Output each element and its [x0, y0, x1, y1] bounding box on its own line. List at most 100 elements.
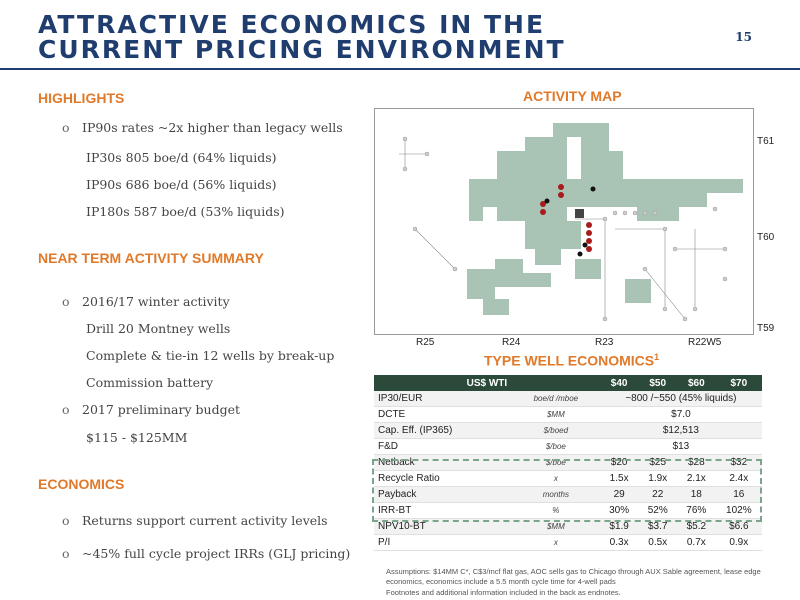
cell: $5.2: [677, 518, 716, 535]
table-row: F&D $/boe $13: [374, 438, 762, 455]
township-label-t61: T61: [757, 136, 775, 147]
row-label: NPV10-BT: [374, 518, 512, 535]
table-header-row: US$ WTI $40 $50 $60 $70: [374, 375, 762, 391]
range-label-r23: R23: [595, 337, 614, 348]
cell: 0.5x: [638, 534, 678, 551]
row-label: DCTE: [374, 406, 512, 423]
economics-bullet-2: o ~45% full cycle project IRRs (GLJ prici…: [62, 546, 350, 561]
table-row: DCTE $MM $7.0: [374, 406, 762, 423]
land-parcels: [467, 123, 743, 315]
activity-map: [374, 108, 754, 335]
row-unit: x: [511, 470, 600, 487]
row-label: Netback: [374, 454, 512, 471]
row-unit: $MM: [511, 518, 600, 535]
header-price-70: $70: [715, 375, 762, 391]
row-label: Payback: [374, 486, 512, 503]
row-label: IRR-BT: [374, 502, 512, 519]
cell: $1.9: [599, 518, 639, 535]
row-label: Cap. Eff. (IP365): [374, 422, 512, 439]
table-row: IRR-BT% 30% 52% 76% 102%: [374, 502, 762, 519]
highlights-sub-3: IP180s 587 boe/d (53% liquids): [86, 204, 285, 219]
battery-facility: [575, 209, 584, 218]
bullet-text: ~45% full cycle project IRRs (GLJ pricin…: [82, 546, 351, 561]
bullet-text: IP90s rates ~2x higher than legacy wells: [82, 120, 343, 135]
row-unit: months: [511, 486, 600, 503]
cell: 29: [599, 486, 639, 503]
township-label-t60: T60: [757, 232, 775, 243]
activity-map-graphic: [399, 123, 743, 322]
footnote-assumptions: Assumptions: $14MM C*, C$3/mcf flat gas,…: [386, 567, 761, 586]
bullet-text: Returns support current activity levels: [82, 513, 328, 528]
near-term-sub-1: Drill 20 Montney wells: [86, 321, 231, 336]
activity-map-heading: ACTIVITY MAP: [523, 88, 622, 104]
row-unit: $/boed: [511, 422, 600, 439]
near-term-bullet-2: o 2017 preliminary budget: [62, 402, 240, 417]
cell: $20: [599, 454, 639, 471]
table-row: Payback months 29 22 18 16: [374, 486, 762, 503]
cell: $32: [715, 454, 762, 471]
footnote-endnotes: Footnotes and additional information inc…: [386, 588, 621, 597]
cell: 0.3x: [599, 534, 639, 551]
cell: 0.7x: [677, 534, 716, 551]
range-label-r25: R25: [416, 337, 435, 348]
cell: 30%: [599, 502, 639, 519]
cell: 2.4x: [715, 470, 762, 487]
header-price-40: $40: [599, 375, 639, 391]
page-title: ATTRACTIVE ECONOMICS IN THE CURRENT PRIC…: [38, 10, 566, 64]
row-value: ~800 /~550 (45% liquids): [599, 391, 762, 407]
table-row: Netback $/boe $20 $25 $28 $32: [374, 454, 762, 471]
bullet-circle-icon: o: [62, 402, 70, 417]
cell: 0.9x: [715, 534, 762, 551]
bullet-text: 2017 preliminary budget: [82, 402, 240, 417]
near-term-sub-3: Commission battery: [86, 375, 214, 390]
table-row: Cap. Eff. (IP365) $/boed $12,513: [374, 422, 762, 439]
cell: $3.7: [638, 518, 678, 535]
row-unit: %: [511, 502, 600, 519]
near-term-heading: NEAR TERM ACTIVITY SUMMARY: [38, 250, 264, 266]
near-term-sub-2: Complete & tie-in 12 wells by break-up: [86, 348, 335, 363]
cell: 76%: [677, 502, 716, 519]
cell: 1.9x: [638, 470, 678, 487]
highlights-sub-1: IP30s 805 boe/d (64% liquids): [86, 150, 277, 165]
table-row: Recycle Ratio x 1.5x 1.9x 2.1x 2.4x: [374, 470, 762, 487]
type-well-heading: TYPE WELL ECONOMICS1: [484, 352, 659, 369]
title-divider: [0, 68, 800, 70]
cell: 52%: [638, 502, 678, 519]
header-price-50: $50: [638, 375, 678, 391]
row-label: P/I: [374, 534, 512, 551]
range-label-r24: R24: [502, 337, 521, 348]
table-row: NPV10-BT $MM $1.9 $3.7 $5.2 $6.6: [374, 518, 762, 535]
bullet-text: 2016/17 winter activity: [82, 294, 230, 309]
near-term-budget: $115 - $125MM: [86, 430, 188, 445]
cell: 16: [715, 486, 762, 503]
bullet-circle-icon: o: [62, 513, 70, 528]
bullet-circle-icon: o: [62, 120, 70, 135]
cell: $28: [677, 454, 716, 471]
row-label: IP30/EUR: [374, 391, 512, 407]
footnote-marker: 1: [654, 352, 660, 362]
cell: $25: [638, 454, 678, 471]
township-label-t59: T59: [757, 323, 775, 334]
cell: 2.1x: [677, 470, 716, 487]
header-wti: US$ WTI: [374, 375, 600, 391]
row-unit: $/boe: [511, 438, 600, 455]
highlights-heading: HIGHLIGHTS: [38, 90, 125, 106]
row-value: $12,513: [599, 422, 762, 439]
highlights-bullet: o IP90s rates ~2x higher than legacy well…: [62, 120, 343, 135]
row-label: F&D: [374, 438, 512, 455]
page-number: 15: [735, 30, 752, 44]
cell: 1.5x: [599, 470, 639, 487]
type-well-heading-text: TYPE WELL ECONOMICS: [484, 352, 655, 369]
row-value: $7.0: [599, 406, 762, 423]
type-well-economics-table: US$ WTI $40 $50 $60 $70 IP30/EUR boe/d /m…: [374, 375, 762, 551]
bullet-circle-icon: o: [62, 546, 70, 561]
row-unit: x: [511, 534, 600, 551]
table-row: IP30/EUR boe/d /mboe ~800 /~550 (45% liqui…: [374, 391, 762, 407]
row-unit: boe/d /mboe: [511, 391, 600, 407]
highlight-dashed-box: [372, 459, 762, 522]
cell: 102%: [715, 502, 762, 519]
economics-heading: ECONOMICS: [38, 476, 125, 492]
cell: $6.6: [715, 518, 762, 535]
row-value: $13: [599, 438, 762, 455]
new-wells: [540, 184, 596, 257]
